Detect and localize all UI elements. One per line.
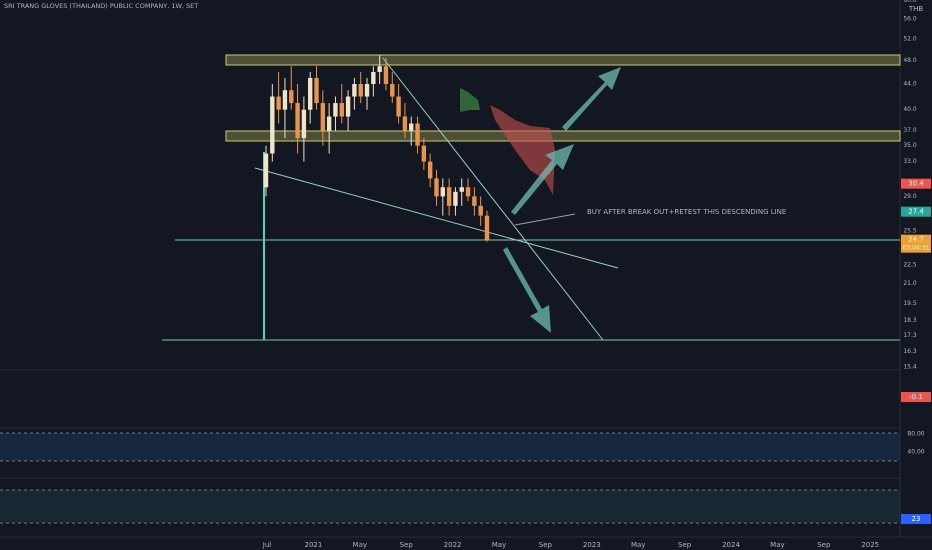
candle-body <box>453 191 458 206</box>
candle-body <box>472 196 477 206</box>
x-tick-label: Sep <box>678 541 692 549</box>
candle-body <box>270 96 275 154</box>
candle-body <box>459 187 464 192</box>
candle-body <box>484 215 490 240</box>
x-tick-label: Sep <box>400 541 414 549</box>
arrow-up <box>562 67 621 131</box>
candle-body <box>345 96 351 117</box>
macd-tag-label: -0.1 <box>909 393 923 401</box>
x-tick-label: 2022 <box>444 541 462 549</box>
candle-body <box>440 187 445 197</box>
cloud <box>490 105 555 195</box>
x-tick-label: May <box>353 541 367 549</box>
y-tick-label: 19.5 <box>903 300 917 307</box>
currency: THB <box>908 5 924 13</box>
candle-body <box>409 123 414 131</box>
stoch-tag-label: 23 <box>912 515 921 523</box>
y-tick-label: 44.0 <box>903 81 917 88</box>
resistance-zone <box>225 130 901 142</box>
price-tag <box>901 206 931 217</box>
x-tick-label: May <box>770 541 784 549</box>
y-tick-label: 35.0 <box>903 142 917 149</box>
x-tick-label: 2025 <box>861 541 879 549</box>
candle-body <box>282 90 288 110</box>
x-tick-label: Sep <box>817 541 831 549</box>
y-tick-label: 52.0 <box>903 35 917 42</box>
annotation: BUY AFTER BREAK OUT+RETEST THIS DESCENDI… <box>587 208 786 216</box>
y-tick-label: 18.3 <box>903 317 917 324</box>
y-tick-label: 15.4 <box>903 364 917 371</box>
y-tick-label: 25.5 <box>903 228 917 235</box>
candle-body <box>478 205 483 216</box>
price-tag <box>901 178 931 189</box>
candle-body <box>352 84 357 97</box>
candle-body <box>396 96 401 117</box>
x-tick-label: May <box>631 541 645 549</box>
candle-body <box>415 123 420 146</box>
rsi-level-label: 80.00 <box>907 431 924 438</box>
stoch-tag <box>901 514 931 524</box>
countdown: 03:04:31 <box>903 245 930 252</box>
candle-body <box>314 77 319 104</box>
rsi-band <box>0 433 900 461</box>
candle-body <box>358 84 363 97</box>
trend-line <box>254 167 619 269</box>
x-tick-label: 2023 <box>583 541 601 549</box>
candle-body <box>465 187 471 197</box>
resistance-zone <box>225 54 901 66</box>
candle-body <box>390 84 395 97</box>
price-tag-label: 30.4 <box>908 180 924 188</box>
y-tick-label: 56.0 <box>903 16 917 23</box>
price-tag-label: 24.7 <box>908 236 924 244</box>
candle-body <box>301 109 307 139</box>
stoch-band <box>0 490 900 523</box>
y-tick-label: 40.0 <box>903 106 917 113</box>
candle-body <box>402 116 408 131</box>
candle-body <box>326 116 332 131</box>
candle-body <box>308 77 313 110</box>
descending-line <box>382 57 604 341</box>
y-tick-label: 16.3 <box>903 348 917 355</box>
x-tick-label: 2024 <box>722 541 740 549</box>
price-tag-label: 27.4 <box>908 208 924 216</box>
x-tick-label: May <box>492 541 506 549</box>
candle-body <box>427 161 433 179</box>
candle-body <box>333 103 338 117</box>
y-tick-label: 60.0 <box>903 0 917 4</box>
candle-body <box>263 153 269 188</box>
y-tick-label: 33.0 <box>903 158 917 165</box>
rsi-level-label: 40.00 <box>907 449 924 456</box>
candle-body <box>383 66 389 85</box>
y-tick-label: 48.0 <box>903 57 917 64</box>
candle-body <box>339 103 344 117</box>
x-tick-label: 2021 <box>304 541 322 549</box>
candle-body <box>364 84 370 97</box>
y-tick-label: 22.5 <box>903 261 917 268</box>
cloud <box>460 88 480 112</box>
candle-body <box>276 96 281 110</box>
arrow-down <box>503 247 551 333</box>
x-tick-label: Sep <box>539 541 553 549</box>
price-tag <box>901 234 931 245</box>
candle-body <box>377 66 382 73</box>
candle-body <box>320 103 326 131</box>
countdown-tag <box>901 243 931 253</box>
candle-body <box>289 90 294 104</box>
y-tick-label: 29.0 <box>903 193 917 200</box>
candle-body <box>434 178 439 197</box>
y-tick-label: 21.0 <box>903 280 917 287</box>
candle-body <box>421 145 427 162</box>
chart-title: SRI TRANG GLOVES (THAILAND) PUBLIC COMPA… <box>4 2 198 10</box>
candle-body <box>371 72 376 85</box>
annotation-pointer <box>514 213 576 226</box>
macd-tag <box>901 392 931 402</box>
x-tick-label: Jul <box>262 541 272 549</box>
y-tick-label: 17.3 <box>903 332 917 339</box>
arrow-up <box>511 144 574 215</box>
candle-body <box>446 187 452 206</box>
candle-body <box>295 103 300 139</box>
y-tick-label: 37.0 <box>903 127 917 134</box>
